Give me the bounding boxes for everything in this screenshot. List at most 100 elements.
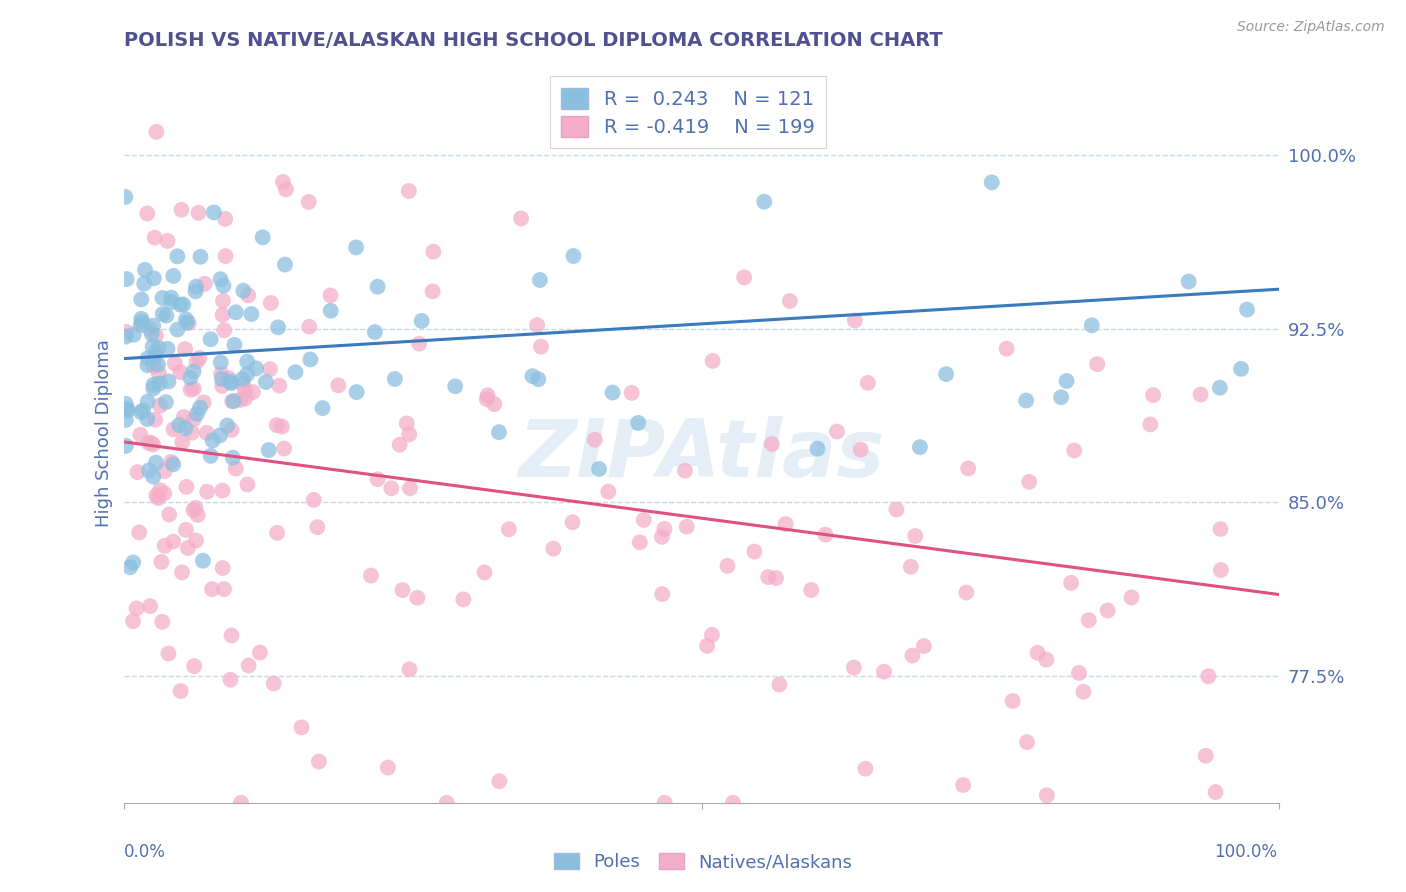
Point (148, 341, 170, 355)
Point (269, 378, 291, 392)
Point (193, 395, 215, 409)
Point (633, 513, 655, 527)
Point (209, 367, 232, 381)
Point (138, 463, 160, 477)
Point (406, 591, 429, 605)
Point (236, 477, 259, 491)
Point (673, 464, 696, 478)
Point (170, 566, 193, 580)
Point (169, 365, 191, 379)
Point (177, 316, 200, 330)
Point (209, 272, 232, 286)
Point (696, 639, 718, 653)
Point (444, 379, 467, 393)
Point (273, 442, 295, 456)
Point (122, 556, 145, 570)
Point (221, 423, 243, 437)
Point (160, 295, 183, 310)
Point (583, 433, 606, 447)
Point (166, 249, 188, 263)
Point (129, 293, 152, 307)
Point (422, 285, 444, 299)
Point (202, 205, 225, 219)
Point (221, 394, 243, 409)
Point (214, 211, 236, 226)
Point (242, 385, 264, 400)
Point (132, 403, 155, 417)
Point (1060, 576, 1083, 591)
Point (172, 435, 194, 450)
Point (1036, 789, 1059, 803)
Point (115, 439, 138, 453)
Point (212, 278, 235, 293)
Point (344, 240, 367, 254)
Point (271, 419, 294, 434)
Point (436, 796, 458, 810)
Point (388, 438, 411, 452)
Point (1063, 443, 1085, 458)
Point (298, 194, 321, 209)
Point (225, 305, 247, 319)
Text: 100.0%: 100.0% (1213, 843, 1277, 861)
Point (162, 268, 184, 283)
Point (602, 385, 624, 400)
Point (1050, 390, 1073, 404)
Point (1073, 685, 1095, 699)
Point (145, 125, 167, 139)
Point (274, 258, 297, 272)
Point (183, 382, 205, 396)
Point (224, 338, 246, 352)
Point (675, 519, 697, 533)
Point (849, 442, 872, 457)
Point (298, 319, 321, 334)
Point (232, 376, 254, 391)
Point (477, 388, 499, 402)
Point (231, 372, 253, 386)
Point (733, 270, 755, 285)
Point (1189, 387, 1212, 401)
Point (188, 401, 211, 415)
Point (377, 761, 399, 775)
Point (209, 355, 232, 369)
Point (266, 525, 288, 540)
Point (149, 399, 172, 413)
Point (200, 332, 222, 346)
Point (183, 412, 205, 426)
Point (249, 646, 271, 660)
Point (181, 425, 204, 440)
Point (1230, 362, 1253, 376)
Point (150, 555, 173, 569)
Point (908, 440, 931, 454)
Point (114, 413, 136, 427)
Point (153, 464, 176, 478)
Point (1018, 475, 1040, 489)
Point (475, 392, 498, 406)
Point (152, 291, 174, 305)
Point (138, 436, 160, 450)
Point (529, 273, 551, 287)
Point (169, 298, 191, 312)
Point (1015, 735, 1038, 749)
Point (157, 375, 180, 389)
Point (259, 362, 281, 376)
Point (398, 184, 420, 198)
Point (561, 515, 583, 529)
Point (856, 376, 879, 390)
Point (238, 288, 260, 302)
Point (654, 796, 676, 810)
Point (211, 372, 233, 386)
Point (186, 355, 208, 369)
Point (1081, 318, 1104, 333)
Point (319, 303, 342, 318)
Point (136, 351, 159, 365)
Point (498, 522, 520, 536)
Point (160, 291, 183, 305)
Point (143, 412, 166, 426)
Point (229, 796, 252, 810)
Legend: Poles, Natives/Alaskans: Poles, Natives/Alaskans (547, 846, 859, 879)
Point (756, 570, 779, 584)
Point (225, 461, 247, 475)
Point (162, 458, 184, 472)
Point (139, 435, 162, 450)
Text: POLISH VS NATIVE/ALASKAN HIGH SCHOOL DIPLOMA CORRELATION CHART: POLISH VS NATIVE/ALASKAN HIGH SCHOOL DIP… (124, 31, 942, 50)
